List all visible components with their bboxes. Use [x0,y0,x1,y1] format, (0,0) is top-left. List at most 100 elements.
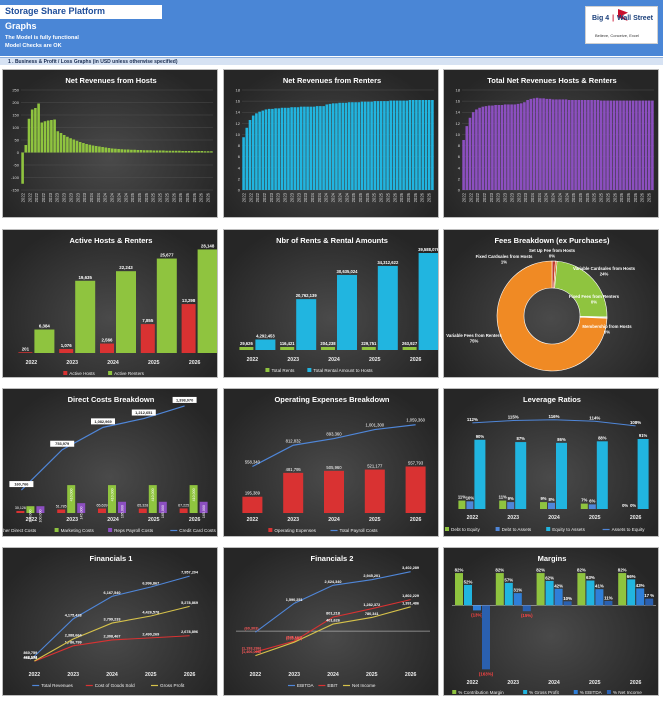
chart-total-net-rev[interactable]: Total Net Revenues Hosts & Renters 0 2 4 6 8 1… [443,69,659,218]
section-header[interactable]: 1 . Business & Profit / Loss Graphs (in … [0,57,663,65]
bar [335,103,338,190]
bar [30,109,34,153]
chart-leverage-ratios[interactable]: Leverage Ratios 11% 11% 9% 7% 0% 10% 9% 8% 6% 0% 90… [443,388,659,537]
chart-rents-rental-amounts[interactable]: Nbr of Rents & Rental Amounts 29,626 116,4… [223,229,439,378]
x-category-label: 2025 [589,680,601,686]
data-label: 82% [618,568,627,573]
data-label: 1,001,300 [365,423,384,428]
y-tick-label: 14 [236,110,241,115]
x-category-label: 2026 [189,360,201,366]
data-label: 90% [476,434,485,439]
chart-title: Financials 1 [90,554,133,563]
x-category-label: 2022 [467,515,479,521]
bar-0 [361,347,376,350]
x-tick-label: 2022 [255,192,260,202]
x-tick-label: 2023 [55,192,60,202]
chart-operating-expenses[interactable]: Operating Expenses Breakdown 195,389 481,7… [223,388,439,537]
chart-active-hosts-renters[interactable]: Active Hosts & Renters 201 1,076 2,566 7,855… [2,229,218,378]
bar [75,140,79,153]
data-label: 100,000 [29,510,33,523]
bar-2 [158,501,167,513]
x-tick-label: 2022 [461,192,466,202]
bar-0 [364,469,385,513]
x-category-label: 2025 [366,672,378,678]
bar [593,100,597,190]
legend-label: Net Income [352,683,376,688]
chart-margins[interactable]: Margins 82% 82% 82% 82% 82% 52% 57% 62% 63% 66% (13… [443,547,659,696]
bar [21,152,24,184]
chart-fees-breakdown[interactable]: Fees Breakdown (ex Purchases) Fixed Cards… [443,229,659,378]
data-label: 82% [577,568,586,573]
bar [360,101,364,190]
bar-1 [197,249,217,353]
data-label: 410,000 [151,488,155,501]
chart-total-net-rev-svg: Total Net Revenues Hosts & Renters 0 2 4 6 8 1… [456,76,654,202]
x-tick-label: 2022 [27,192,32,202]
data-label: 1,076 [61,343,73,348]
bar [596,100,600,190]
chart-direct-costs[interactable]: Direct Costs Breakdown 30,126 51,785 65,639… [2,388,218,537]
x-tick-label: 2023 [516,192,521,202]
chart-financials-1[interactable]: Financials 1 860,759 4,175,428 6,167,540 6,9… [2,547,218,696]
bar [162,150,165,153]
x-tick-label: 2023 [503,192,508,202]
data-label: (635,581) [286,637,303,641]
legend-label: % Net Income [613,690,642,695]
x-tick-label: 2025 [372,192,377,202]
bar [619,100,622,190]
bar [555,99,558,190]
x-tick-label: 2026 [619,192,624,202]
slice-label: Variable Cardsales from Hosts 24% [573,266,636,277]
y-tick-label: 16 [456,99,461,104]
bar [625,100,629,190]
x-tick-label: 2026 [640,192,645,202]
chart-net-rev-hosts[interactable]: Net Revenues from Hosts -150 -100 -50 0 50 100… [2,69,218,218]
data-label: 2,678,896 [181,630,198,634]
data-label: 7,855 [142,318,154,323]
bar [104,147,108,153]
x-tick-label: 2022 [262,192,267,202]
y-tick-label: 250 [12,88,19,93]
data-label: 165,000 [120,505,124,518]
legend-label: Total Payroll Costs [340,528,379,533]
bar-1 [548,502,555,509]
x-tick-label: 2022 [482,192,487,202]
bar [62,135,66,153]
data-label: 1,802,229 [402,594,419,598]
company-logo: Big 4 | Wall Street Believe, Conceive, E… [585,6,658,44]
x-category-label: 2026 [410,357,422,363]
bar [577,100,581,190]
data-label: 30,126 [15,506,26,510]
bar-0 [181,304,196,353]
bar [424,100,428,190]
bar [510,104,513,190]
chart-financials-1-svg: Financials 1 860,759 4,175,428 6,167,540 6,9… [24,554,199,688]
x-category-label: 2024 [327,672,339,678]
data-label: 62% [545,575,554,580]
legend-label: Debt to Equity [451,527,481,532]
x-category-label: 2023 [67,672,79,678]
bar [319,106,322,190]
chart-net-rev-renters-svg: Net Revenues from Renters 0 2 4 6 8 10 12 14 16 18… [236,76,434,202]
data-label: 10% [466,495,475,500]
data-label-box [172,396,197,403]
y-tick-label: 4 [238,165,241,170]
data-label: 165,000 [161,505,165,518]
x-tick-label: 2026 [633,192,638,202]
bar-2 [199,501,208,513]
bar [603,100,606,190]
bar [631,100,635,190]
data-label: 160,766 [14,482,29,487]
x-tick-label: 2023 [48,192,53,202]
legend-swatch [445,527,449,531]
chart-financials-2[interactable]: Financials 2 (60,303) 1,590,251 2,624,340 2,… [223,547,439,696]
bar-1 [627,579,636,606]
bar [255,113,258,190]
bar [325,104,329,190]
bar [507,104,510,190]
data-label: 0% [622,503,628,508]
bar [468,117,472,190]
chart-net-rev-renters[interactable]: Net Revenues from Renters 0 2 4 6 8 10 12 14 16 18… [223,69,439,218]
bar-2 [637,439,649,509]
bar-1 [418,253,438,350]
